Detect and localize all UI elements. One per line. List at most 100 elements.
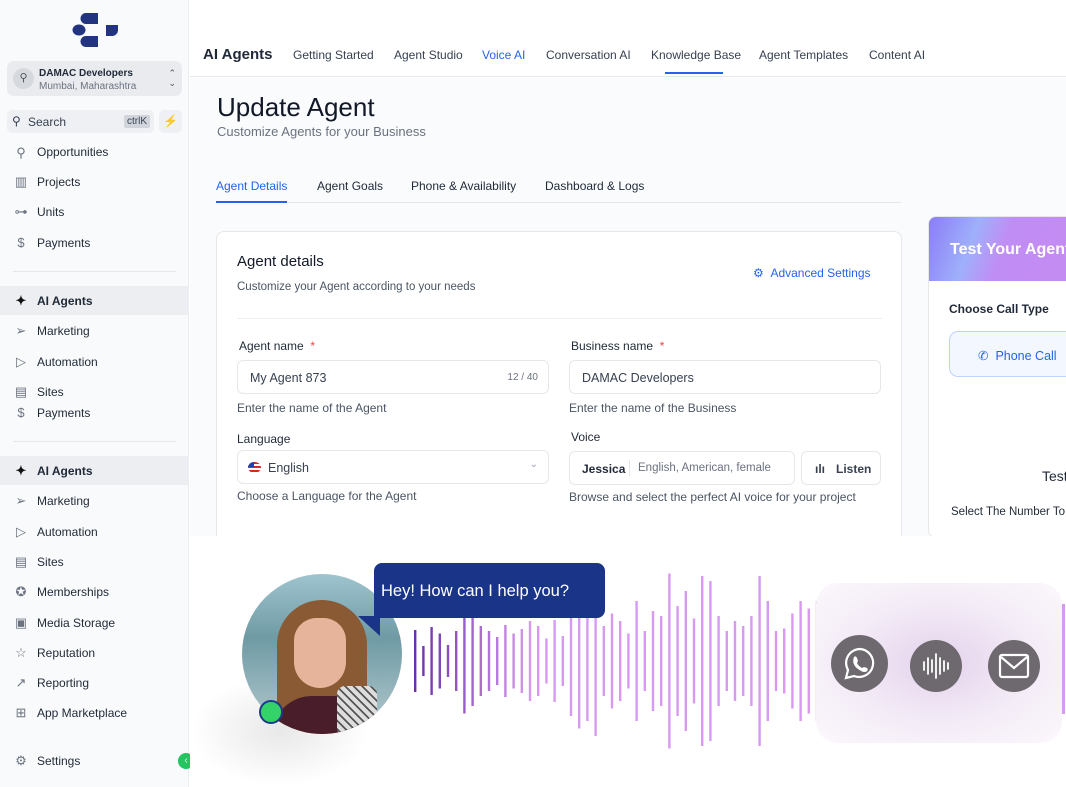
sidebar-item-reputation[interactable]: ☆ Reputation <box>0 638 189 667</box>
sidebar-item-projects[interactable]: ▥ Projects <box>0 167 189 196</box>
sidebar-item-ai-agents[interactable]: ✦ AI Agents <box>0 456 189 485</box>
waveform-bar <box>668 573 671 749</box>
sidebar: ⚲ DAMAC Developers Mumbai, Maharashtra ⌃… <box>0 0 194 787</box>
sidebar-item-sites[interactable]: ▤ Sites <box>0 377 189 406</box>
waveform-bar <box>537 626 540 696</box>
waveform-bar <box>692 618 696 704</box>
waveform-bar <box>758 576 761 746</box>
agent-name-field[interactable]: My Agent 873 12 / 40 <box>237 360 549 394</box>
test-agent-title: Test Your Agent <box>929 217 1066 281</box>
waveform-bar <box>676 606 679 716</box>
tab-agent-details[interactable]: Agent Details <box>216 179 288 193</box>
language-select[interactable]: English ⌄ <box>237 450 549 484</box>
sidebar-item-automation[interactable]: ▷ Automation <box>0 517 189 546</box>
voice-wave-icon[interactable] <box>910 640 962 692</box>
tab-agent-studio[interactable]: Agent Studio <box>394 48 463 62</box>
sidebar-item-app-marketplace[interactable]: ⊞ App Marketplace <box>0 698 189 727</box>
search-input[interactable]: ⚲ Search ctrlK <box>7 110 154 133</box>
sidebar-item-label: AI Agents <box>37 464 93 478</box>
tab-voice-ai[interactable]: Voice AI <box>482 48 526 62</box>
app-title: AI Agents <box>203 46 273 63</box>
sidebar-item-label: Reputation <box>37 645 96 660</box>
waveform-bar <box>512 633 515 689</box>
mail-icon[interactable] <box>988 640 1040 692</box>
waveform-bar <box>553 620 556 702</box>
building-icon: ▥ <box>14 174 28 189</box>
play-circle-icon: ▷ <box>16 523 26 539</box>
voice-ai-promo-banner: Hey! How can I help you? <box>190 536 1066 787</box>
char-count: 12 / 40 <box>507 372 538 383</box>
waveform-bar <box>578 593 581 729</box>
main-content: Update Agent Customize Agents for your B… <box>190 78 1066 551</box>
tab-agent-templates[interactable]: Agent Templates <box>759 48 849 62</box>
sidebar-item-label: Opportunities <box>37 145 109 159</box>
sidebar-item-media-storage[interactable]: ▣ Media Storage <box>0 608 189 637</box>
voice-select[interactable]: Jessica English, American, female <box>569 451 795 485</box>
sidebar-item-memberships[interactable]: ✪ Memberships <box>0 577 189 606</box>
test-agent-panel: Test Your Agent Choose Call Type ✆ Phone… <box>928 216 1066 538</box>
phone-call-label: Phone Call <box>995 349 1057 363</box>
waveform-bar <box>651 611 655 711</box>
waveform-bar <box>545 638 548 684</box>
funnel-icon: ⚲ <box>16 145 26 159</box>
gear-icon: ⚙ <box>15 753 27 768</box>
sidebar-item-settings[interactable]: ⚙ Settings <box>0 746 189 775</box>
sidebar-item-reporting[interactable]: ↗ Reporting <box>0 668 189 697</box>
waveform-bar <box>660 616 663 706</box>
tab-getting-started[interactable]: Getting Started <box>293 48 374 62</box>
sidebar-item-marketing[interactable]: ➢ Marketing <box>0 316 189 345</box>
waveform-bar <box>561 636 564 686</box>
voice-label: Voice <box>571 430 601 444</box>
sidebar-item-label: AI Agents <box>37 294 93 308</box>
advanced-settings-label: Advanced Settings <box>770 266 871 280</box>
voice-hint: Browse and select the perfect AI voice f… <box>569 490 856 504</box>
select-number-label: Select The Number To <box>951 506 1065 518</box>
phone-call-option[interactable]: ✆ Phone Call <box>949 331 1066 377</box>
tab-conversation-ai[interactable]: Conversation AI <box>546 48 631 62</box>
language-hint: Choose a Language for the Agent <box>237 489 417 503</box>
search-label: Search <box>28 115 67 129</box>
quick-action-button[interactable]: ⚡ <box>159 110 182 133</box>
sidebar-item-sites[interactable]: ▤ Sites <box>0 547 189 576</box>
location-switcher[interactable]: ⚲ DAMAC Developers Mumbai, Maharashtra ⌃… <box>7 61 182 96</box>
language-label: Language <box>237 432 291 446</box>
waveform-bar <box>742 626 745 696</box>
agent-details-card: Agent details Customize your Agent accor… <box>216 231 902 551</box>
active-tab-indicator <box>665 72 723 74</box>
business-name-field[interactable]: DAMAC Developers <box>569 360 881 394</box>
tab-knowledge-base[interactable]: Knowledge Base <box>651 48 742 62</box>
sidebar-item-payments[interactable]: $ Payments <box>0 398 189 427</box>
whatsapp-icon[interactable] <box>831 635 888 692</box>
sidebar-item-label: Memberships <box>37 585 110 600</box>
listen-button[interactable]: ılı Listen <box>801 451 881 485</box>
sidebar-item-label: Payments <box>37 236 91 250</box>
sidebar-item-automation[interactable]: ▷ Automation <box>0 347 189 376</box>
waveform-bar <box>733 621 737 701</box>
top-navigation: AI Agents Getting Started Agent Studio Voi… <box>190 0 1066 77</box>
sparkles-icon: ✦ <box>15 293 27 308</box>
waveform-bar <box>619 621 622 701</box>
waveform-bar <box>586 601 589 721</box>
star-icon: ☆ <box>15 644 27 660</box>
sidebar-item-units[interactable]: ⊶ Units <box>0 197 189 226</box>
agent-name-value: My Agent 873 <box>250 371 327 385</box>
waveform-bar <box>602 626 605 696</box>
sidebar-item-marketing[interactable]: ➢ Marketing <box>0 486 189 515</box>
sidebar-item-ai-agents[interactable]: ✦ AI Agents <box>0 286 189 315</box>
tab-content-ai[interactable]: Content AI <box>869 48 926 62</box>
business-name-label: Business name * <box>571 339 665 353</box>
tab-phone-availability[interactable]: Phone & Availability <box>411 179 517 193</box>
tab-agent-goals[interactable]: Agent Goals <box>317 179 384 193</box>
sidebar-item-opportunities[interactable]: ⚲ Opportunities <box>0 145 189 159</box>
voice-description: English, American, female <box>638 462 771 474</box>
waveform-bar <box>520 629 523 693</box>
company-logo <box>72 13 118 47</box>
sidebar-item-label: Projects <box>37 175 81 189</box>
us-flag-icon <box>248 462 261 473</box>
advanced-settings-link[interactable]: ⚙ Advanced Settings <box>753 266 871 280</box>
waveform-bar <box>791 613 794 709</box>
waveform-bar <box>799 601 802 721</box>
tab-dashboard-logs[interactable]: Dashboard & Logs <box>545 179 645 193</box>
waveform-bar <box>766 601 769 721</box>
sidebar-item-payments[interactable]: $ Payments <box>0 228 189 257</box>
